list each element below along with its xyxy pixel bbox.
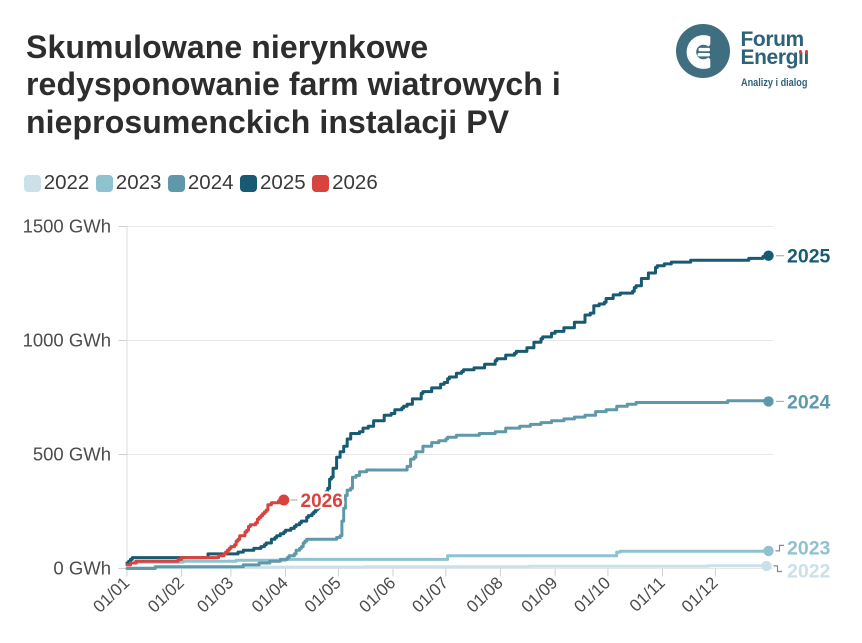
svg-text:1500 GWh: 1500 GWh	[23, 216, 111, 237]
svg-text:01/02: 01/02	[144, 573, 188, 616]
svg-text:01/11: 01/11	[626, 573, 669, 615]
svg-text:2026: 2026	[301, 491, 343, 512]
svg-text:01/09: 01/09	[518, 573, 562, 616]
svg-text:2024: 2024	[787, 391, 831, 413]
svg-text:01/12: 01/12	[678, 573, 722, 616]
svg-text:01/10: 01/10	[570, 573, 614, 616]
svg-text:01/08: 01/08	[463, 573, 507, 616]
svg-text:1000 GWh: 1000 GWh	[23, 330, 111, 351]
svg-text:01/04: 01/04	[248, 573, 292, 616]
svg-text:2026: 2026	[301, 491, 343, 512]
svg-text:0 GWh: 0 GWh	[53, 558, 111, 579]
svg-text:01/05: 01/05	[301, 573, 345, 616]
svg-text:01/07: 01/07	[408, 573, 452, 616]
svg-text:2025: 2025	[787, 246, 831, 268]
svg-text:2023: 2023	[787, 538, 831, 560]
svg-text:01/03: 01/03	[193, 573, 237, 616]
svg-text:2022: 2022	[787, 561, 831, 583]
svg-text:01/01: 01/01	[89, 573, 133, 616]
svg-text:01/06: 01/06	[355, 573, 399, 616]
svg-text:500 GWh: 500 GWh	[33, 444, 111, 465]
